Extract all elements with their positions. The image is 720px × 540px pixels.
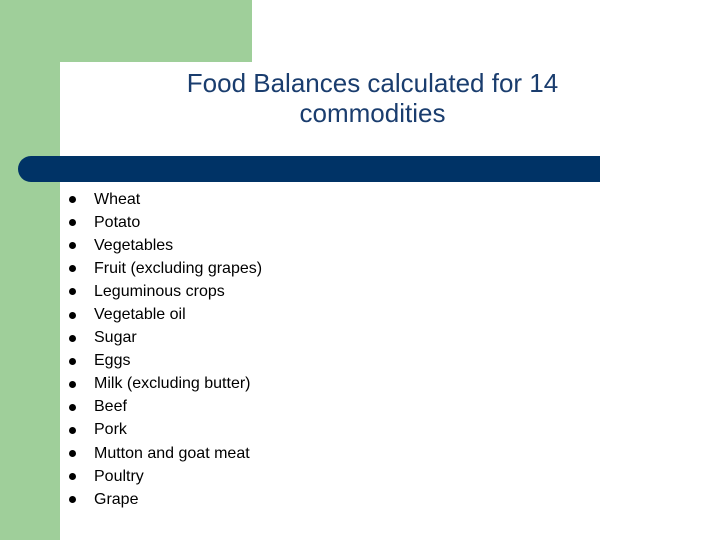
list-item-label: Vegetable oil bbox=[94, 306, 186, 324]
bullet-icon bbox=[69, 265, 76, 273]
list-item: Pork bbox=[68, 419, 262, 442]
list-item-label: Poultry bbox=[94, 467, 144, 485]
bullet-icon bbox=[69, 426, 76, 434]
list-item: Grape bbox=[68, 488, 262, 511]
list-item-label: Eggs bbox=[94, 352, 131, 370]
list-item: Potato bbox=[68, 211, 262, 234]
list-item-label: Grape bbox=[94, 490, 139, 508]
list-item-label: Fruit (excluding grapes) bbox=[94, 259, 263, 277]
bullet-icon bbox=[69, 196, 76, 204]
slide-title: Food Balances calculated for 14 commodit… bbox=[186, 68, 559, 128]
bullet-icon bbox=[69, 380, 76, 388]
list-item-label: Leguminous crops bbox=[94, 282, 225, 300]
list-item: Poultry bbox=[68, 465, 262, 488]
bullet-icon bbox=[69, 219, 76, 227]
bullet-icon bbox=[69, 242, 76, 250]
list-item-label: Mutton and goat meat bbox=[94, 444, 250, 462]
bullet-icon bbox=[69, 311, 76, 319]
bullet-icon bbox=[69, 334, 76, 342]
list-item-label: Sugar bbox=[94, 329, 137, 347]
list-item: Fruit (excluding grapes) bbox=[68, 257, 262, 280]
list-item: Beef bbox=[68, 396, 262, 419]
list-item-label: Milk (excluding butter) bbox=[94, 375, 251, 393]
bullet-icon bbox=[69, 496, 76, 504]
list-item: Vegetable oil bbox=[68, 303, 262, 326]
left-green-band bbox=[0, 0, 60, 540]
commodity-list: Wheat Potato Vegetables Fruit (excluding… bbox=[68, 188, 262, 511]
bullet-icon bbox=[69, 403, 76, 411]
list-item-label: Vegetables bbox=[94, 236, 174, 254]
list-item: Milk (excluding butter) bbox=[68, 373, 262, 396]
list-item-label: Wheat bbox=[94, 190, 141, 208]
list-item: Mutton and goat meat bbox=[68, 442, 262, 465]
list-item: Leguminous crops bbox=[68, 280, 262, 303]
bullet-icon bbox=[69, 473, 76, 481]
top-green-band bbox=[60, 0, 252, 62]
bullet-icon bbox=[69, 450, 76, 458]
title-divider-bar bbox=[18, 156, 600, 182]
bullet-icon bbox=[69, 357, 76, 365]
list-item: Wheat bbox=[68, 188, 262, 211]
bullet-icon bbox=[69, 288, 76, 296]
list-item-label: Potato bbox=[94, 213, 141, 231]
list-item-label: Beef bbox=[94, 398, 127, 416]
list-item: Sugar bbox=[68, 327, 262, 350]
list-item: Vegetables bbox=[68, 234, 262, 257]
list-item-label: Pork bbox=[94, 421, 127, 439]
rounded-corner bbox=[60, 62, 120, 122]
list-item: Eggs bbox=[68, 350, 262, 373]
